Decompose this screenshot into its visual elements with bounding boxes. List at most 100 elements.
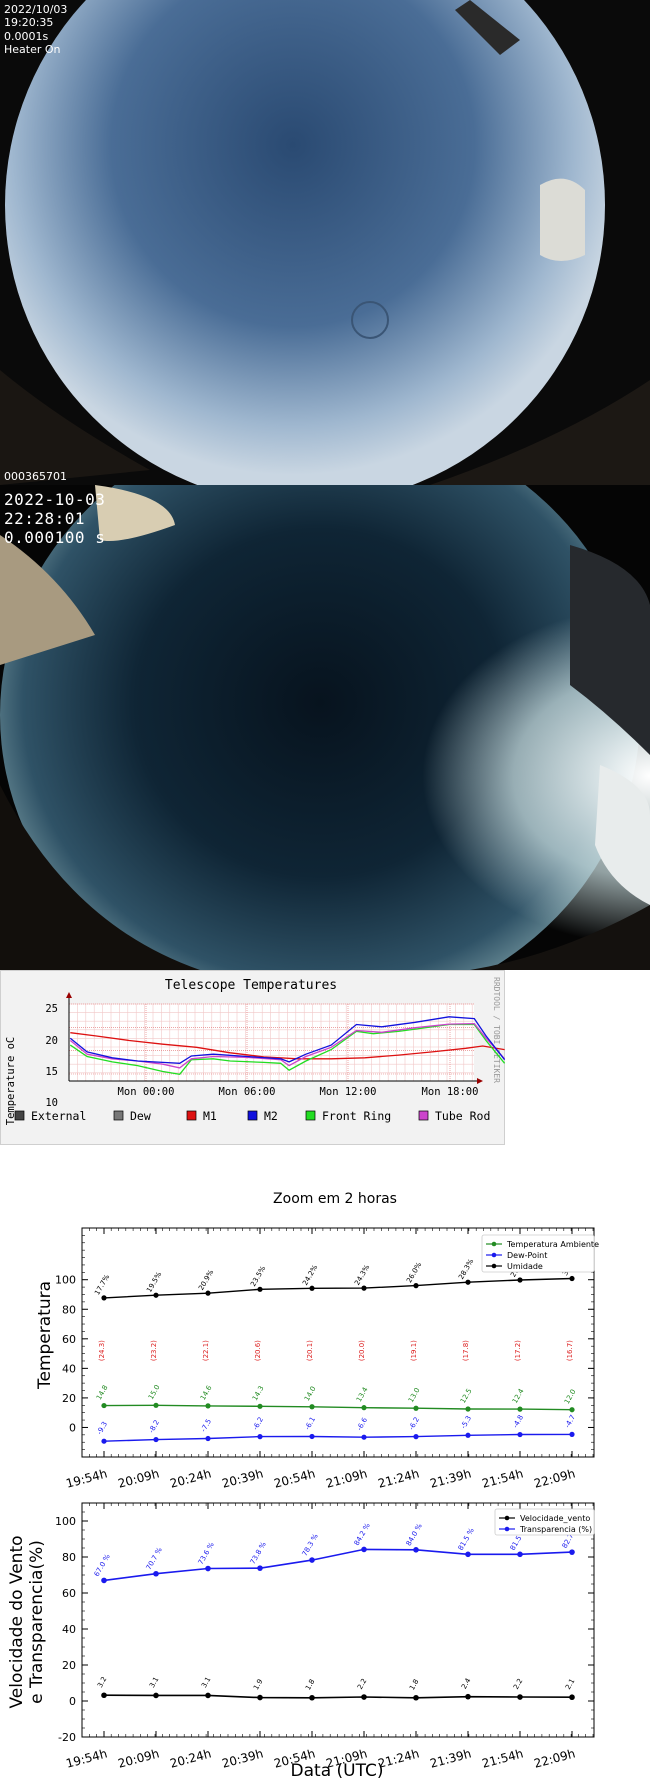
chart1-ylabel: Temperatura	[35, 1281, 55, 1390]
data-label: -6.1	[303, 1416, 317, 1432]
y-tick-label: 20	[62, 1392, 76, 1405]
x-tick-label: 20:24h	[168, 1466, 212, 1490]
data-label: 12.4	[511, 1387, 526, 1405]
legend-box	[494, 1508, 595, 1536]
chart2-xlabel: Data (UTC)	[291, 1761, 384, 1781]
allsky-image-2	[0, 485, 650, 970]
data-label: 67.0 %	[93, 1553, 112, 1578]
telescope-ytick: 10	[45, 1097, 58, 1109]
data-point	[517, 1551, 523, 1558]
legend-marker	[491, 1252, 497, 1258]
data-point	[413, 1547, 419, 1553]
data-point	[465, 1551, 471, 1558]
y-tick-label: 60	[62, 1587, 76, 1600]
annotation-label: (22.1)	[202, 1340, 210, 1361]
legend-label: Tube Rod	[435, 1109, 490, 1123]
data-label: 78.3 %	[301, 1532, 320, 1557]
y-tick-label: 80	[62, 1303, 76, 1316]
data-point	[361, 1285, 367, 1291]
camera1-date: 2022/10/03	[4, 3, 68, 16]
data-label: 1.8	[408, 1678, 420, 1692]
data-point	[361, 1546, 367, 1553]
x-tick-label: 19:54h	[64, 1466, 108, 1490]
x-tick-label: 22:09h	[532, 1466, 576, 1490]
legend-marker	[504, 1526, 510, 1532]
x-tick-label: 22:09h	[532, 1746, 576, 1770]
data-point	[517, 1406, 523, 1412]
data-point	[153, 1402, 159, 1408]
legend-label: M1	[203, 1109, 217, 1123]
data-point	[309, 1557, 315, 1563]
data-point	[465, 1279, 471, 1285]
series-line-umidade	[103, 1277, 573, 1299]
telescope-series-m2	[69, 1016, 506, 1064]
y-tick-label: 60	[62, 1333, 76, 1346]
legend-label: Velocidade_vento	[520, 1514, 590, 1523]
allsky-camera-1: 2022/10/03 19:20:35 0.0001s Heater On 00…	[0, 0, 650, 485]
telescope-legend: External Dew M1 M2 Front Ring Tube Rod	[14, 1109, 490, 1123]
data-point	[257, 1286, 263, 1292]
data-label: 14.8	[95, 1384, 110, 1402]
y-tick-label: 0	[69, 1421, 76, 1434]
data-point	[205, 1403, 211, 1409]
legend-label: M2	[264, 1109, 278, 1123]
legend-box	[481, 1234, 595, 1273]
data-label: 70.7 %	[145, 1546, 164, 1571]
data-label: 2.1	[564, 1677, 576, 1691]
x-tick-label: 20:39h	[220, 1746, 264, 1770]
data-label: -4.7	[563, 1413, 577, 1429]
allsky-camera-2: 2022-10-03 22:28:01 0.000100 s	[0, 485, 650, 970]
data-point	[153, 1692, 159, 1699]
camera1-heater-status: Heater On	[4, 43, 61, 56]
telescope-title: Telescope Temperatures	[165, 978, 337, 993]
legend-label: External	[31, 1109, 86, 1123]
data-label: 13.4	[355, 1385, 370, 1403]
data-point	[309, 1285, 315, 1291]
x-tick-label: 20:54h	[272, 1466, 316, 1490]
series-line-dew-point	[103, 1433, 573, 1442]
chart2-ylabel-line2: e Transparencia(%)	[27, 1540, 47, 1704]
data-point	[413, 1694, 419, 1701]
legend-marker	[491, 1241, 497, 1247]
data-label: -6.2	[407, 1416, 421, 1432]
data-point	[101, 1402, 107, 1409]
annotation-label: (20.1)	[306, 1340, 314, 1361]
data-label: 12.0	[563, 1388, 578, 1406]
data-label: 17.7%	[93, 1273, 111, 1297]
data-point	[257, 1403, 263, 1409]
data-label: 14.3	[251, 1385, 266, 1403]
data-point	[309, 1694, 315, 1701]
data-point	[309, 1433, 315, 1440]
data-point	[101, 1295, 107, 1301]
data-label: 3.1	[200, 1676, 212, 1690]
data-label: -6.6	[355, 1416, 369, 1432]
y-tick-label: 100	[55, 1515, 76, 1528]
legend-swatch-m2	[247, 1110, 258, 1121]
data-point	[205, 1290, 211, 1296]
telescope-xtick: Mon 12:00	[320, 1086, 377, 1098]
legend-label: Transparencia (%)	[519, 1525, 592, 1534]
x-tick-label: 19:54h	[64, 1746, 108, 1770]
legend-label: Dew-Point	[507, 1251, 547, 1260]
data-label: -4.8	[511, 1414, 525, 1430]
series-line-transparencia-	[103, 1548, 573, 1582]
data-point	[205, 1435, 211, 1442]
telescope-ytick: 25	[45, 1003, 58, 1015]
legend-label: Temperatura Ambiente	[506, 1240, 599, 1249]
data-label: 26.0%	[405, 1261, 423, 1285]
data-label: -5.3	[459, 1414, 473, 1430]
data-point	[569, 1275, 575, 1282]
data-label: 73.8 %	[249, 1540, 268, 1565]
data-point	[361, 1434, 367, 1440]
data-label: -9.3	[95, 1420, 109, 1436]
data-label: 3.1	[148, 1676, 160, 1690]
plot-frame	[81, 1227, 595, 1458]
zoom-temperature-chart: Zoom em 2 horas Temperatura 0 20 40 60 80 100…	[0, 1180, 650, 1491]
legend-marker	[504, 1515, 510, 1521]
data-label: 14.0	[303, 1385, 318, 1403]
data-point	[569, 1407, 575, 1413]
legend-label: Umidade	[507, 1262, 543, 1271]
data-point	[465, 1693, 471, 1700]
annotation-label: (19.1)	[410, 1340, 418, 1361]
annotation-label: (17.8)	[462, 1340, 470, 1361]
